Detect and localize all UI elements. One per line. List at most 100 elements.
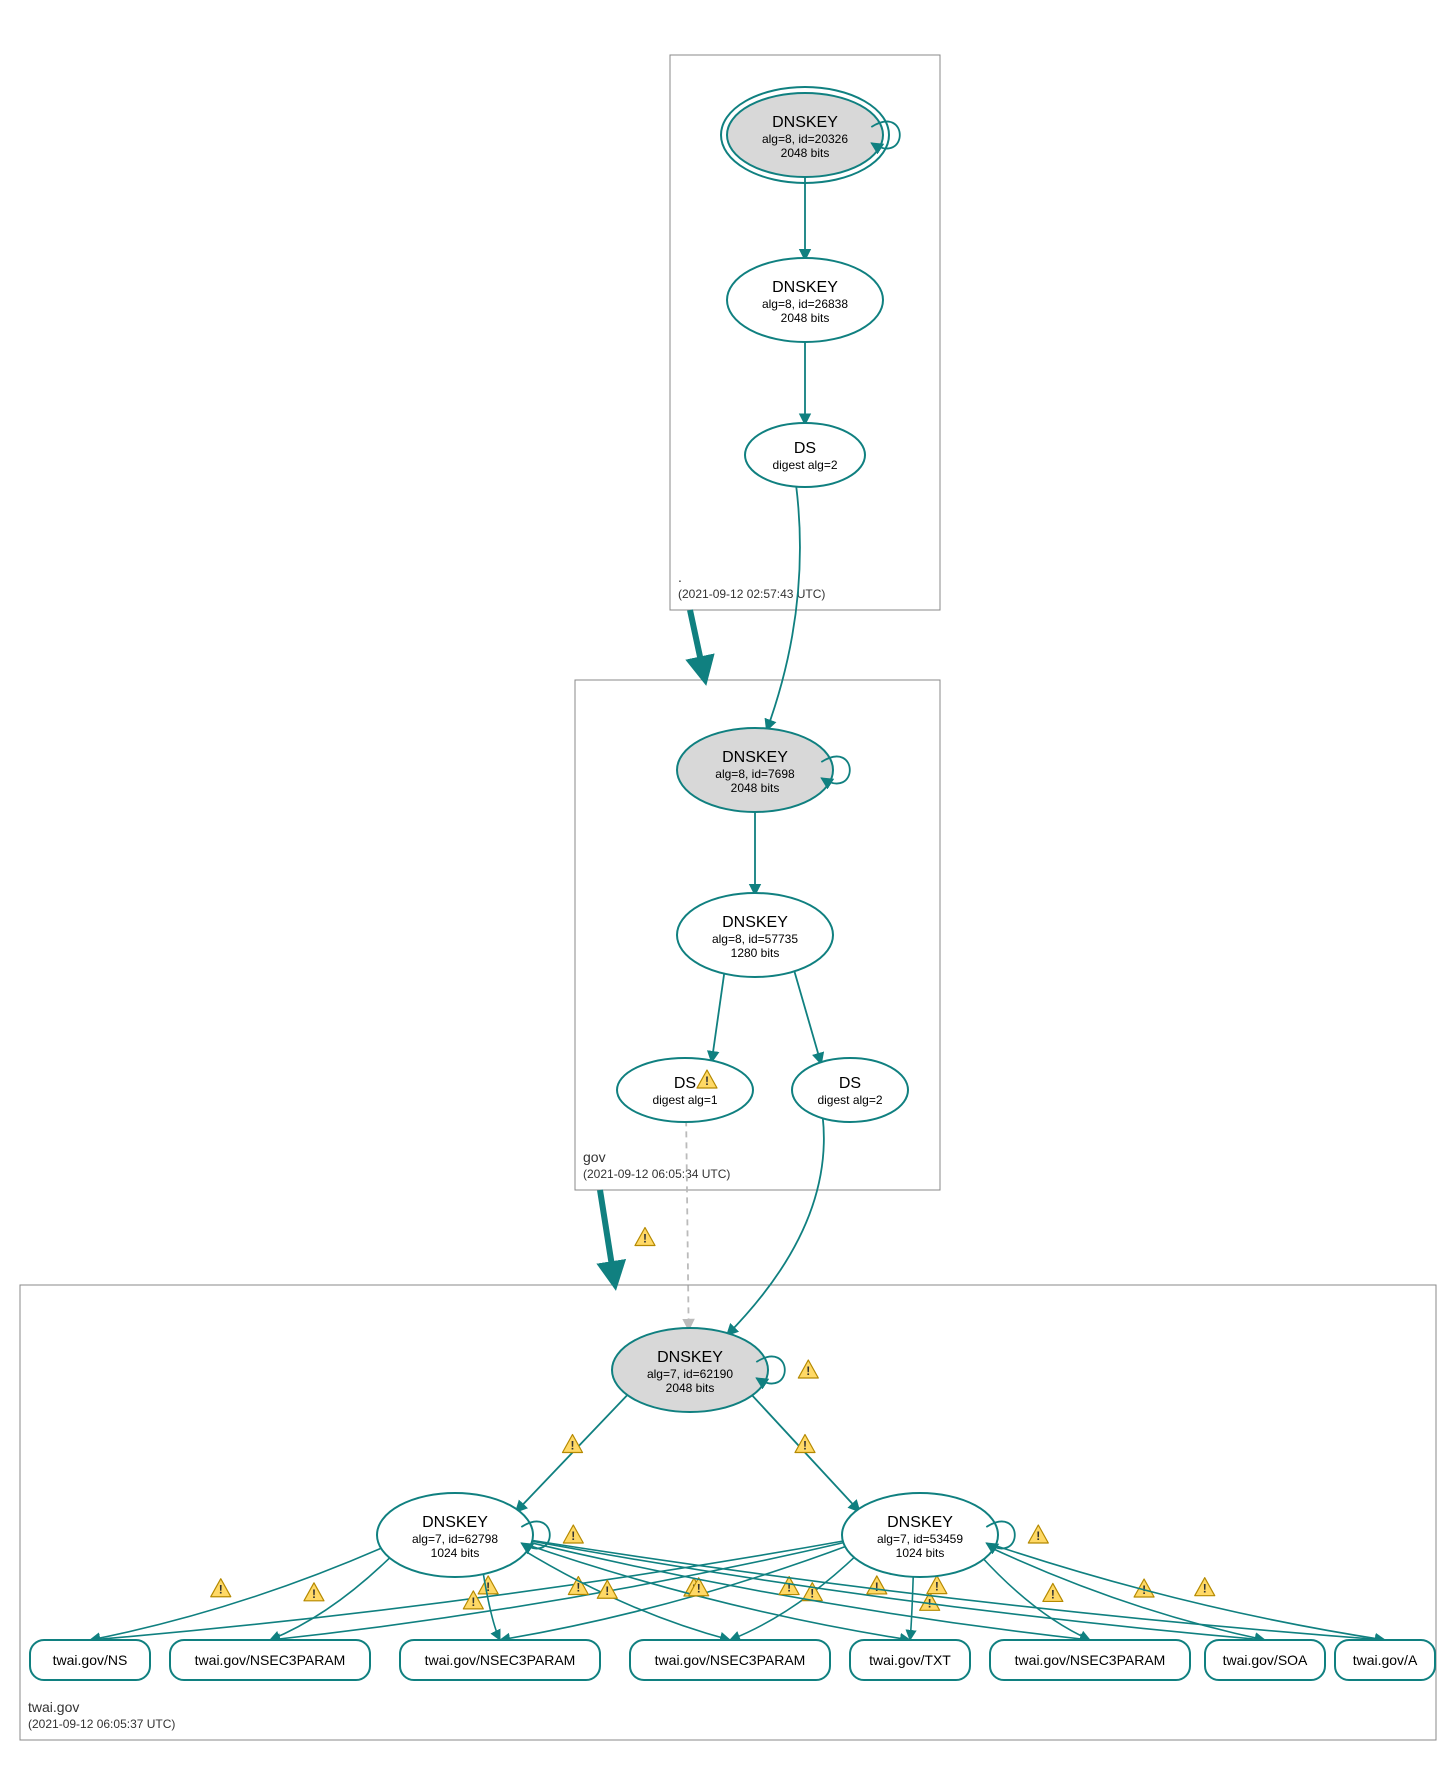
node-twai_zsk2: DNSKEYalg=7, id=534591024 bits!	[842, 1493, 1048, 1577]
svg-text:!: !	[810, 1587, 814, 1601]
warning-icon: !	[211, 1579, 231, 1597]
warning-icon: !	[478, 1576, 498, 1594]
warning-icon: !	[304, 1583, 324, 1601]
edge: !	[516, 1393, 630, 1512]
edge	[767, 485, 800, 731]
node-title: DNSKEY	[722, 914, 788, 931]
node-title: DNSKEY	[772, 279, 838, 296]
node-title: DNSKEY	[887, 1514, 953, 1531]
node-title: DNSKEY	[657, 1349, 723, 1366]
rec_n3d: twai.gov/NSEC3PARAM	[990, 1640, 1190, 1680]
rec_n3b: twai.gov/NSEC3PARAM	[400, 1640, 600, 1680]
svg-text:!: !	[787, 1581, 791, 1595]
warning-icon: !	[563, 1435, 583, 1453]
zone-timestamp: (2021-09-12 06:05:34 UTC)	[583, 1167, 730, 1181]
record-label: twai.gov/NSEC3PARAM	[195, 1652, 346, 1668]
svg-text:!: !	[312, 1587, 316, 1601]
svg-text:!: !	[576, 1581, 580, 1595]
warning-icon: !	[563, 1525, 583, 1543]
node-title: DNSKEY	[722, 749, 788, 766]
zone-label: .	[678, 569, 682, 585]
warning-icon: !	[1195, 1578, 1215, 1596]
zone-label: gov	[583, 1149, 606, 1165]
node-twai_ksk: DNSKEYalg=7, id=621902048 bits!	[612, 1328, 818, 1412]
record-label: twai.gov/NSEC3PARAM	[425, 1652, 576, 1668]
node-line2: digest alg=2	[772, 458, 837, 472]
rec_a: twai.gov/A	[1335, 1640, 1435, 1680]
svg-text:!: !	[697, 1582, 701, 1596]
record-edges: !!!!!!!!!!!!!!!!	[90, 1539, 1385, 1640]
node-title: DS	[794, 440, 816, 457]
node-line3: 1280 bits	[731, 946, 780, 960]
svg-text:!: !	[935, 1580, 939, 1594]
record-label: twai.gov/NSEC3PARAM	[1015, 1652, 1166, 1668]
svg-text:!: !	[1051, 1587, 1055, 1601]
node-line3: 2048 bits	[781, 311, 830, 325]
node-line2: alg=8, id=26838	[762, 297, 848, 311]
node-title: DS	[839, 1075, 861, 1092]
zone-label: twai.gov	[28, 1699, 79, 1715]
node-root_ksk: DNSKEYalg=8, id=203262048 bits	[721, 87, 900, 183]
node-line3: 2048 bits	[731, 781, 780, 795]
rec_ns: twai.gov/NS	[30, 1640, 150, 1680]
rec_n3a: twai.gov/NSEC3PARAM	[170, 1640, 370, 1680]
warning-icon: !	[635, 1228, 655, 1246]
node-line2: alg=7, id=62190	[647, 1367, 733, 1381]
node-line2: digest alg=2	[817, 1093, 882, 1107]
rec_txt: twai.gov/TXT	[850, 1640, 970, 1680]
svg-text:!: !	[1203, 1582, 1207, 1596]
record-label: twai.gov/NS	[53, 1652, 128, 1668]
svg-text:!: !	[605, 1584, 609, 1598]
edge	[712, 971, 725, 1062]
rec_soa: twai.gov/SOA	[1205, 1640, 1325, 1680]
rec_n3c: twai.gov/NSEC3PARAM	[630, 1640, 830, 1680]
zone-timestamp: (2021-09-12 02:57:43 UTC)	[678, 587, 825, 601]
node-title: DNSKEY	[422, 1514, 488, 1531]
node-gov_ksk: DNSKEYalg=8, id=76982048 bits	[677, 728, 850, 812]
node-line2: alg=8, id=7698	[715, 767, 795, 781]
edge: !	[750, 1393, 860, 1511]
svg-text:!: !	[571, 1439, 575, 1453]
node-gov_ds2: DSdigest alg=2	[792, 1058, 908, 1122]
node-line2: alg=8, id=20326	[762, 132, 848, 146]
node-line2: digest alg=1	[652, 1093, 717, 1107]
node-gov_zsk: DNSKEYalg=8, id=577351280 bits	[677, 893, 833, 977]
svg-text:!: !	[219, 1583, 223, 1597]
edge	[686, 1120, 689, 1330]
zone-arrow	[690, 610, 705, 680]
node-twai_zsk1: DNSKEYalg=7, id=627981024 bits!	[377, 1493, 583, 1577]
svg-text:!: !	[875, 1580, 879, 1594]
node-title: DS	[674, 1075, 696, 1092]
record-label: twai.gov/TXT	[869, 1652, 951, 1668]
dnssec-diagram: . (2021-09-12 02:57:43 UTC) gov (2021-09-12…	[0, 0, 1456, 1772]
node-line2: alg=7, id=53459	[877, 1532, 963, 1546]
node-line3: 1024 bits	[431, 1546, 480, 1560]
svg-text:!: !	[571, 1529, 575, 1543]
svg-text:!: !	[803, 1439, 807, 1453]
zone-arrow: !	[600, 1190, 655, 1285]
node-root_zsk: DNSKEYalg=8, id=268382048 bits	[727, 258, 883, 342]
record-label: twai.gov/A	[1353, 1652, 1418, 1668]
zone-timestamp: (2021-09-12 06:05:37 UTC)	[28, 1717, 175, 1731]
warning-icon: !	[795, 1435, 815, 1453]
warning-icon: !	[798, 1360, 818, 1378]
svg-text:!: !	[643, 1232, 647, 1246]
warning-icon: !	[927, 1576, 947, 1594]
record-label: twai.gov/NSEC3PARAM	[655, 1652, 806, 1668]
node-title: DNSKEY	[772, 114, 838, 131]
svg-text:!: !	[705, 1074, 709, 1088]
node-line3: 1024 bits	[896, 1546, 945, 1560]
warning-icon: !	[802, 1583, 822, 1601]
node-gov_ds1: DSdigest alg=1!	[617, 1058, 753, 1122]
node-line3: 2048 bits	[781, 146, 830, 160]
edge	[794, 969, 821, 1064]
warning-icon: !	[867, 1576, 887, 1594]
svg-text:!: !	[471, 1595, 475, 1609]
warning-icon: !	[1043, 1583, 1063, 1601]
node-root_ds: DSdigest alg=2	[745, 423, 865, 487]
node-line2: alg=7, id=62798	[412, 1532, 498, 1546]
edge	[727, 1116, 824, 1335]
node-line3: 2048 bits	[666, 1381, 715, 1395]
svg-text:!: !	[1036, 1529, 1040, 1543]
node-line2: alg=8, id=57735	[712, 932, 798, 946]
